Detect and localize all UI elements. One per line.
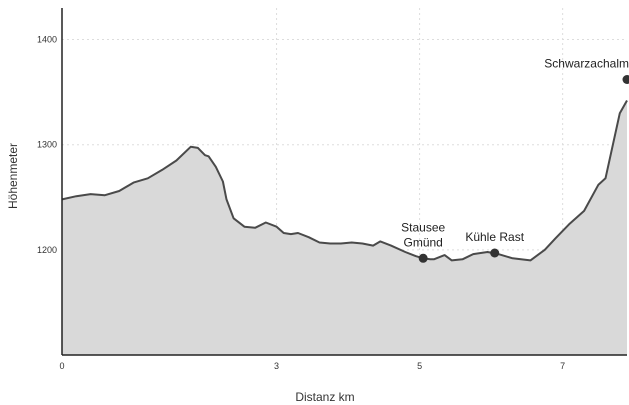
x-tick-label: 3 [274,361,279,371]
y-tick-label: 1200 [37,245,57,255]
tick-layer: 0 3 5 7 1200 1300 1400 [37,35,565,371]
y-tick-label: 1400 [37,35,57,45]
poi-label: Stausee [401,220,445,234]
elevation-area-fill [62,100,627,355]
elevation-line [61,100,628,262]
y-axis-title: Höhenmeter [6,143,20,209]
poi-label: Schwarzachalm [544,57,629,71]
x-tick-label: 7 [560,361,565,371]
x-tick-label: 5 [417,361,422,371]
grid-layer [62,8,627,355]
poi-label: Kühle Rast [465,230,524,244]
poi-marker [418,253,428,263]
x-tick-label: 0 [59,361,64,371]
x-axis-title: Distanz km [295,390,354,404]
poi-marker [622,75,629,85]
y-tick-label: 1300 [37,140,57,150]
poi-marker [490,248,500,258]
poi-label: Gmünd [403,235,442,249]
